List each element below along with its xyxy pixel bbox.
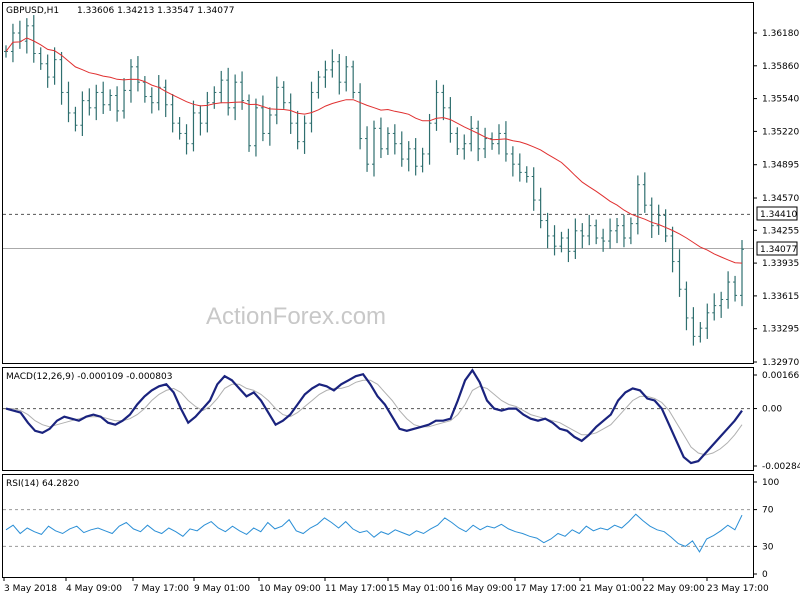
price-axis: 1.36180 1.35860 1.35540 1.35220 1.34895 1.345… — [753, 29, 799, 368]
time-axis: 3 May 2018 4 May 09:00 7 May 17:00 9 May 01… — [3, 577, 769, 594]
price-tick-label-4: 1.34895 — [762, 161, 799, 171]
price-tick-label-3: 1.35220 — [762, 127, 799, 137]
time-label-8: 17 May 17:00 — [515, 584, 577, 594]
moving-average-line — [5, 37, 743, 264]
macd-indicator: 0.001661 0.00 -0.002842 — [3, 368, 800, 472]
rsi-indicator: 100 70 30 0 — [3, 478, 779, 580]
price-tick-label-10: 1.32970 — [762, 358, 799, 368]
time-label-3: 9 May 01:00 — [194, 584, 250, 594]
price-tick-label-7: 1.33935 — [762, 259, 799, 269]
rsi-tick-label-1: 70 — [762, 506, 774, 516]
macd-main-line — [5, 368, 743, 465]
level-label: 1.34410 — [760, 210, 797, 220]
time-label-7: 16 May 09:00 — [451, 584, 513, 594]
level-label-box — [756, 206, 798, 221]
time-label-4: 10 May 09:00 — [259, 584, 321, 594]
rsi-line — [5, 513, 743, 553]
price-reference-lines — [3, 213, 753, 250]
ohlc-label: 1.33606 1.34213 1.33547 1.34077 — [77, 6, 234, 16]
time-label-11: 23 May 17:00 — [707, 584, 769, 594]
price-panel — [2, 2, 754, 364]
time-label-2: 7 May 17:00 — [133, 584, 189, 594]
rsi-panel — [2, 474, 754, 578]
macd-signal-line — [6, 379, 743, 456]
rsi-tick-label-3: 0 — [762, 570, 768, 580]
price-tick-label-9: 1.33295 — [762, 325, 799, 335]
price-tick-label-1: 1.35860 — [762, 62, 799, 72]
watermark: ActionForex.com — [206, 303, 386, 330]
price-tick-label-0: 1.36180 — [762, 29, 799, 39]
price-tick-label-5: 1.34570 — [762, 194, 799, 204]
macd-label: MACD(12,26,9) -0.000109 -0.000803 — [6, 372, 172, 382]
macd-tick-label-1: 0.00 — [762, 405, 782, 415]
price-bars — [4, 15, 744, 346]
current-price-box — [756, 241, 798, 256]
rsi-tick-label-2: 30 — [762, 542, 774, 552]
macd-panel — [2, 367, 754, 471]
price-tick-label-8: 1.33615 — [762, 292, 799, 302]
rsi-label: RSI(14) 64.2820 — [6, 479, 79, 489]
time-label-6: 15 May 01:00 — [388, 584, 450, 594]
macd-tick-label-2: -0.002842 — [762, 462, 800, 472]
macd-tick-label-0: 0.001661 — [762, 371, 800, 381]
time-label-9: 21 May 01:00 — [580, 584, 642, 594]
price-tick-label-6: 1.34255 — [762, 226, 799, 236]
rsi-tick-label-0: 100 — [762, 478, 779, 488]
price-tick-label-2: 1.35540 — [762, 95, 799, 105]
time-label-5: 11 May 17:00 — [325, 584, 387, 594]
time-label-10: 22 May 09:00 — [643, 584, 705, 594]
current-price-label: 1.34077 — [760, 245, 797, 255]
symbol-label: GBPUSD,H1 — [6, 6, 59, 16]
time-label-1: 4 May 09:00 — [66, 584, 122, 594]
time-label-0: 3 May 2018 — [4, 584, 57, 594]
